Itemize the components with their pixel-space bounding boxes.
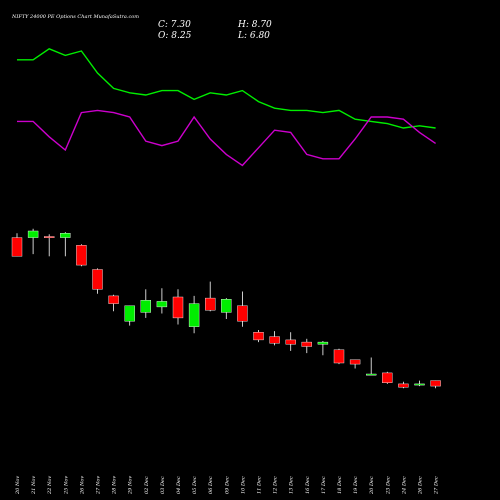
candle-body [333, 349, 345, 364]
x-tick-label: 11 Dec [257, 476, 263, 494]
close-readout: C: 7.30 [158, 20, 191, 30]
x-axis-ticks: 20 Nov 21 Nov 22 Nov 25 Nov 26 Nov 27 Nov 28 N… [15, 476, 440, 495]
candle-13 [204, 281, 216, 312]
low-readout: L: 6.80 [237, 31, 270, 41]
chart-title: NIFTY 24000 PE Options Chart MunafaSutra… [11, 14, 139, 20]
open-readout: O: 8.25 [158, 31, 192, 41]
candle-21 [333, 348, 345, 365]
candle-body [253, 332, 264, 341]
x-tick-label: 29 Nov [128, 476, 134, 495]
candle-body [92, 269, 103, 290]
x-tick-label: 27 Nov [96, 476, 102, 495]
candle-body [204, 297, 216, 311]
x-tick-label: 28 Nov [112, 476, 118, 495]
x-tick-label: 20 Nov [15, 476, 21, 495]
candle-body [124, 305, 135, 322]
candle-5 [76, 244, 87, 267]
candle-body [108, 295, 119, 304]
x-tick-label: 16 Dec [305, 476, 311, 494]
x-tick-label: 04 Dec [176, 476, 182, 494]
candle-body [221, 299, 232, 313]
candle-2 [27, 228, 39, 255]
candle-body [317, 341, 329, 345]
candle-9 [140, 289, 152, 318]
candle-26 [414, 380, 425, 387]
candle-body [414, 383, 425, 386]
candle-body [398, 383, 409, 388]
candle-body [382, 372, 393, 383]
x-tick-label: 23 Dec [385, 476, 391, 495]
candle-7 [108, 294, 119, 312]
x-tick-label: 25 Nov [63, 476, 69, 495]
x-tick-label: 26 Nov [79, 476, 85, 495]
candle-body [76, 245, 87, 266]
x-tick-label: 17 Dec [321, 476, 327, 494]
candle-23 [366, 357, 377, 376]
candle-body [269, 336, 280, 344]
x-tick-label: 24 Dec [401, 476, 407, 495]
candle-body [172, 296, 184, 319]
candle-25 [398, 381, 409, 389]
x-tick-label: 21 Nov [31, 476, 37, 495]
candle-body [349, 359, 361, 365]
candle-10 [156, 288, 168, 314]
candle-body [301, 341, 312, 347]
candle-14 [221, 298, 232, 319]
candle-body [60, 232, 71, 238]
candles [11, 228, 441, 389]
x-tick-label: 19 Dec [353, 476, 359, 494]
candle-4 [60, 232, 71, 257]
candle-1 [11, 233, 23, 257]
x-tick-label: 27 Dec [434, 476, 440, 495]
x-tick-label: 10 Dec [240, 476, 246, 494]
x-tick-label: 12 Dec [273, 476, 279, 494]
x-tick-label: 02 Dec [144, 476, 150, 494]
x-tick-label: 09 Dec [224, 476, 230, 494]
candle-27 [430, 380, 441, 389]
indicator-lines [17, 48, 436, 167]
x-tick-label: 22 Nov [47, 476, 53, 495]
x-tick-label: 05 Dec [192, 476, 198, 494]
candle-body [430, 380, 441, 387]
indicator-line-1 [17, 48, 436, 129]
candle-6 [92, 268, 103, 294]
x-tick-label: 06 Dec [208, 476, 214, 494]
candle-22 [349, 359, 361, 369]
candle-body [27, 230, 39, 238]
candle-24 [382, 371, 393, 384]
candle-3 [44, 234, 55, 257]
candle-20 [317, 341, 329, 356]
candle-8 [124, 305, 135, 326]
candle-19 [301, 338, 312, 354]
candle-body [156, 301, 168, 308]
x-tick-label: 03 Dec [160, 476, 166, 494]
candle-15 [237, 291, 248, 327]
x-tick-label: 26 Dec [418, 476, 424, 495]
candle-16 [253, 330, 264, 343]
indicator-line-2 [17, 109, 436, 167]
candle-18 [285, 332, 296, 351]
candle-body [44, 236, 55, 238]
candle-body [285, 339, 296, 345]
candle-17 [269, 331, 280, 346]
x-tick-label: 13 Dec [289, 476, 295, 494]
candle-body [11, 237, 23, 257]
candle-body [237, 305, 248, 322]
candle-body [188, 303, 200, 327]
candle-12 [188, 295, 200, 334]
x-tick-label: 20 Dec [369, 476, 375, 495]
candle-body [366, 373, 377, 376]
x-tick-label: 18 Dec [337, 476, 343, 494]
high-readout: H: 8.70 [237, 20, 272, 30]
candle-body [140, 300, 152, 313]
candle-11 [172, 289, 184, 325]
